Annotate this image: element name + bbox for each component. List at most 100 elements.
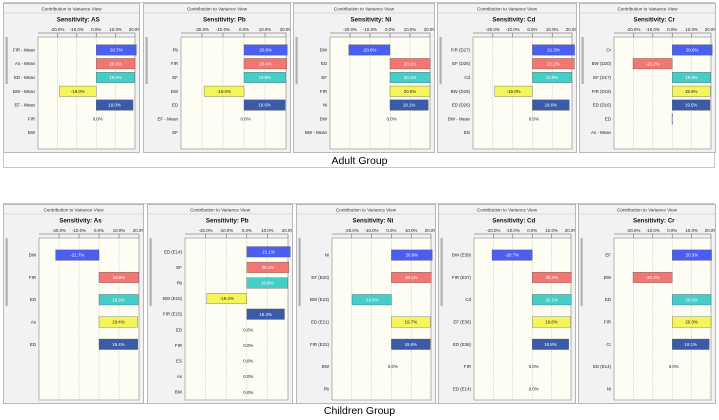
scrollbar-thumb[interactable]: [580, 238, 583, 307]
row-label: ED (E14): [164, 249, 183, 254]
bar: [672, 338, 710, 350]
scrollbar-thumb[interactable]: [149, 238, 152, 307]
scrollbar-thumb[interactable]: [145, 37, 148, 85]
row-label: BW: [604, 275, 612, 280]
data-label: 19.8%: [109, 75, 122, 80]
row-label: ED (E14): [453, 386, 472, 391]
chart-svg-adult-pb: Contribution to Variance View Sensitivity…: [144, 7, 290, 150]
row-label: EF: [172, 75, 178, 80]
chart-panel-children-cr: Contribution to Variance View Sensitivity…: [578, 204, 716, 404]
row-label: FIR: [29, 275, 36, 280]
data-label: -19.4%: [220, 296, 234, 301]
data-label: -19.0%: [71, 89, 85, 94]
bar: [96, 72, 135, 83]
scrollbar-thumb[interactable]: [5, 238, 8, 307]
x-tick-label: 10.0%: [404, 27, 417, 32]
bar: [351, 294, 392, 306]
bar: [98, 316, 138, 328]
bar: [246, 277, 288, 289]
data-label: 0.0%: [529, 386, 539, 391]
bar: [532, 294, 572, 306]
row-label: BW (D20): [592, 61, 612, 66]
x-tick-label: 10.0%: [113, 228, 126, 233]
chart-title: Sensitivity: Ni: [352, 218, 393, 225]
data-label: 19.9%: [113, 275, 126, 280]
row-label: ED - Mean: [14, 75, 36, 80]
row-label: Cd: [464, 75, 470, 80]
row-label: ED: [172, 103, 178, 108]
row-label: BW (E16): [163, 296, 183, 301]
data-label: 20.2%: [546, 275, 559, 280]
x-tick-label: 10.0%: [109, 27, 122, 32]
row-label: BW (E23): [310, 297, 330, 302]
row-label: EF (E36): [453, 320, 471, 325]
data-label: 20.0%: [685, 320, 698, 325]
x-tick-label: -10.0%: [506, 27, 520, 32]
bar: [532, 99, 570, 111]
data-label: 0.0%: [243, 359, 253, 364]
data-label: 19.6%: [258, 103, 271, 108]
data-label: 20.0%: [109, 61, 122, 66]
x-tick-label: 20.0%: [565, 228, 575, 233]
chart-svg-adult-as: Contribution to Variance View Sensitivity…: [4, 7, 139, 150]
data-label: 20.1%: [405, 275, 418, 280]
window-caption: Contribution to Variance View: [336, 208, 397, 213]
data-label: 21.2%: [547, 61, 560, 66]
scrollbar-thumb[interactable]: [439, 37, 442, 85]
row-label: BW: [320, 47, 328, 52]
chart-panel-children-cd: Contribution to Variance View Sensitivity…: [438, 204, 576, 404]
x-tick-label: 20.0%: [280, 27, 290, 32]
data-label: 0.0%: [669, 364, 679, 369]
row-label: FIR: [175, 343, 182, 348]
bar: [389, 72, 431, 83]
row-label: EF: [321, 75, 327, 80]
data-label: 19.8%: [545, 320, 558, 325]
row-label: FIR (D27): [451, 47, 471, 52]
chart-title: Sensitivity: AS: [57, 17, 100, 24]
row-label: ED: [605, 116, 611, 121]
x-tick-label: -10.0%: [70, 27, 84, 32]
chart-title: Sensitivity: Pb: [206, 218, 249, 225]
data-label: 19.4%: [112, 342, 125, 347]
x-tick-label: 10.0%: [685, 228, 698, 233]
x-tick-label: -20.0%: [486, 228, 500, 233]
row-label: EF: [605, 253, 611, 258]
window-caption: Contribution to Variance View: [190, 208, 251, 213]
data-label: 19.1%: [685, 342, 698, 347]
data-label: -21.7%: [70, 253, 84, 258]
scrollbar-thumb[interactable]: [295, 37, 298, 85]
data-label: -20.7%: [505, 253, 519, 258]
data-label: 19.5%: [685, 103, 698, 108]
data-label: 19.8%: [546, 75, 559, 80]
plot-area: [180, 36, 287, 150]
row-label: EF - Mean: [15, 103, 36, 108]
chart-title: Sensitivity: Pb: [203, 17, 246, 24]
x-tick-label: -10.0%: [365, 228, 379, 233]
row-label: ES: [176, 359, 182, 364]
scrollbar-thumb[interactable]: [5, 37, 8, 85]
row-label: FIR (E37): [452, 275, 472, 280]
scrollbar-thumb[interactable]: [440, 238, 443, 307]
data-label: 0.0%: [243, 374, 253, 379]
row-label: ED: [30, 342, 36, 347]
row-label: As - Mean: [15, 61, 36, 66]
bar: [532, 272, 572, 283]
bar: [96, 44, 137, 56]
row-label: ED: [605, 297, 611, 302]
data-label: 0.0%: [529, 364, 539, 369]
data-label: -20.2%: [646, 275, 660, 280]
bar: [632, 58, 673, 70]
chart-title: Sensitivity: Cd: [492, 218, 535, 225]
scrollbar-thumb[interactable]: [298, 238, 301, 307]
row-label: FIR (E22): [310, 342, 330, 347]
data-label: 19.8%: [261, 281, 274, 286]
chart-panel-children-as: Contribution to Variance View Sensitivity…: [3, 204, 144, 404]
bar: [243, 72, 286, 83]
row-label: ED (E21): [311, 320, 330, 325]
data-label: 21.1%: [262, 249, 275, 254]
scrollbar-thumb[interactable]: [581, 37, 584, 85]
row-label: EF: [172, 130, 178, 135]
data-label: 19.7%: [405, 320, 418, 325]
bar: [491, 249, 533, 261]
row-label: ED: [176, 327, 182, 332]
